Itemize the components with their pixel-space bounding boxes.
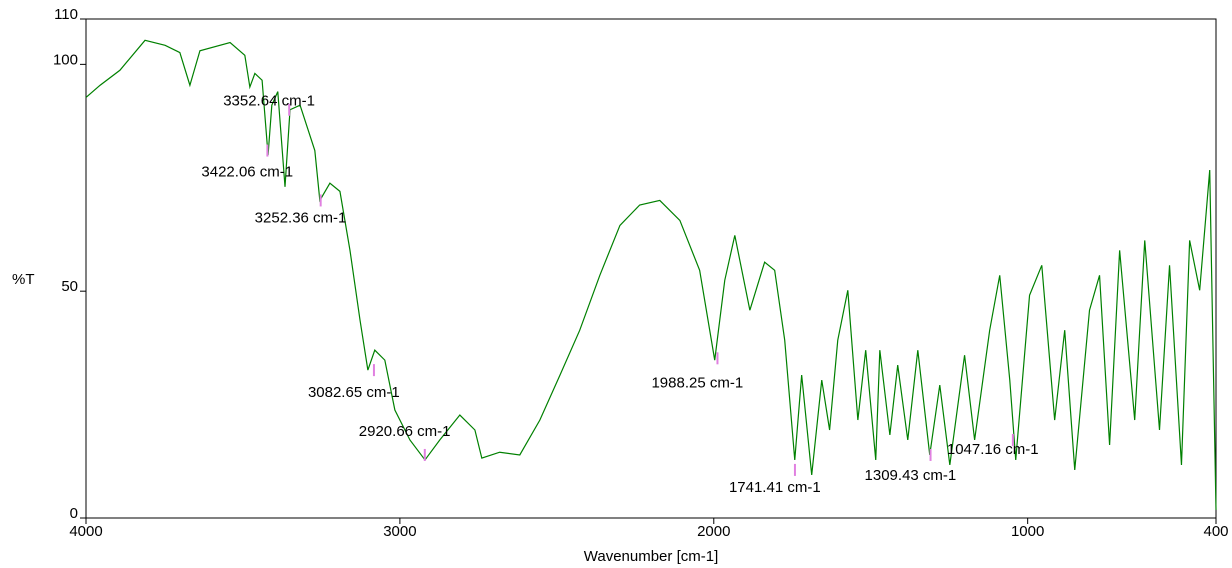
peak-label: 1741.41 cm-1	[729, 479, 821, 496]
plot-frame	[85, 18, 1217, 519]
peak-label: 1047.16 cm-1	[947, 441, 1039, 458]
peak-label: 1988.25 cm-1	[651, 374, 743, 391]
x-axis-label: Wavenumber [cm-1]	[584, 548, 718, 565]
x-tick-label: 1000	[1011, 523, 1044, 540]
peak-label: 3252.36 cm-1	[255, 209, 347, 226]
peak-label: 3082.65 cm-1	[308, 384, 400, 401]
x-tick-label: 2000	[697, 523, 730, 540]
x-tick-label: 400	[1203, 523, 1228, 540]
y-tick-label: 50	[61, 278, 78, 295]
y-tick-label: 0	[70, 505, 78, 522]
peak-label: 3352.64 cm-1	[223, 93, 315, 110]
y-axis-label: %T	[12, 271, 35, 288]
y-tick-label: 110	[54, 6, 78, 23]
x-tick-label: 4000	[69, 523, 102, 540]
spectrum-line	[85, 39, 1217, 510]
y-tick-label: 100	[53, 51, 78, 68]
peak-label: 2920.66 cm-1	[359, 423, 451, 440]
peak-label: 1309.43 cm-1	[865, 467, 957, 484]
x-tick-label: 3000	[383, 523, 416, 540]
peak-label: 3422.06 cm-1	[201, 164, 293, 181]
